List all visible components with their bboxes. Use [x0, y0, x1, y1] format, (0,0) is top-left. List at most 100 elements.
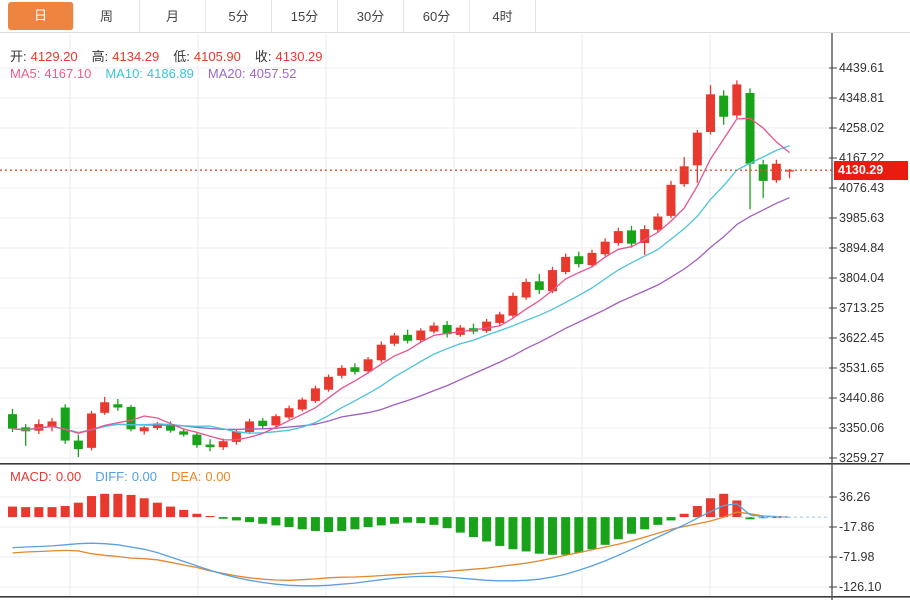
y-axis-label: 4076.43	[839, 181, 884, 195]
macd-bar	[350, 517, 360, 530]
macd-bar	[666, 517, 676, 521]
tab-15min[interactable]: 15分	[272, 0, 338, 32]
candle-body	[179, 431, 189, 435]
candle-body	[495, 314, 505, 323]
candle-body	[284, 408, 294, 418]
macd-bar	[521, 517, 531, 552]
macd-bar	[34, 507, 44, 518]
macd-bar	[363, 517, 373, 528]
candle-body	[100, 402, 110, 413]
tab-60min[interactable]: 60分	[404, 0, 470, 32]
ohlc-info: 开: 4129.20 高: 4134.29 低: 4105.90 收: 4130.29	[10, 46, 327, 65]
macd-bar	[692, 506, 702, 518]
tab-30min[interactable]: 30分	[338, 0, 404, 32]
low-value: 4105.90	[193, 49, 241, 64]
candle-body	[139, 427, 149, 432]
candle-body	[271, 416, 281, 426]
close-value: 4130.29	[275, 49, 323, 64]
macd-bar	[587, 517, 597, 550]
ma10-value: 4186.89	[146, 66, 194, 81]
candle-body	[192, 434, 202, 446]
macd-bar	[113, 493, 123, 518]
tab-week[interactable]: 周	[74, 0, 140, 32]
macd-bar	[284, 517, 294, 528]
candle-body	[758, 164, 768, 181]
candle-body	[231, 431, 241, 442]
y-axis-label: -126.10	[839, 580, 881, 594]
ma20-label: MA20:	[207, 66, 246, 81]
macd-bar	[468, 517, 478, 538]
candle-body	[429, 325, 439, 332]
ma5-line	[12, 117, 790, 441]
candle-body	[363, 359, 373, 372]
candle-body	[442, 324, 452, 335]
high-value: 4134.29	[112, 49, 160, 64]
macd-bar	[429, 517, 439, 525]
candle-body	[613, 231, 623, 243]
bottom-border	[0, 596, 910, 598]
macd-bar	[231, 517, 241, 521]
y-axis-label: -17.86	[839, 520, 874, 534]
candle-body	[771, 163, 781, 181]
macd-bar	[508, 517, 518, 550]
y-axis-label: 3622.45	[839, 331, 884, 345]
macd-bar	[442, 517, 452, 529]
candle-body	[679, 166, 689, 185]
macd-bar	[495, 517, 505, 546]
ma5-value: 4167.10	[44, 66, 92, 81]
open-value: 4129.20	[30, 49, 78, 64]
macd-bar	[152, 502, 162, 518]
tab-day[interactable]: 日	[8, 2, 74, 30]
candle-body	[60, 407, 70, 441]
open-label: 开:	[10, 49, 27, 64]
macd-bar	[534, 517, 544, 554]
macd-bar	[455, 517, 465, 533]
dea-line	[12, 511, 790, 581]
candle-body	[87, 413, 97, 448]
candle-body	[310, 388, 320, 401]
ma10-label: MA10:	[105, 66, 143, 81]
y-axis-label: 3985.63	[839, 211, 884, 225]
candle-body	[47, 421, 57, 428]
y-axis-label: 3259.27	[839, 451, 884, 465]
macd-bar	[706, 498, 716, 518]
tab-4hour[interactable]: 4时	[470, 0, 536, 32]
macd-bar	[205, 515, 215, 518]
candle-body	[482, 321, 492, 331]
candle-body	[732, 84, 742, 116]
candle-body	[785, 170, 795, 172]
candle-body	[337, 367, 347, 376]
candle-body	[152, 423, 162, 429]
tab-month[interactable]: 月	[140, 0, 206, 32]
macd-bar	[337, 517, 347, 531]
macd-bar	[297, 517, 307, 530]
candle-body	[666, 184, 676, 216]
macd-bar	[179, 509, 189, 518]
candle-body	[561, 256, 571, 273]
candle-body	[745, 92, 755, 164]
candle-body	[416, 330, 426, 341]
candle-body	[350, 367, 360, 372]
macd-bar	[626, 517, 636, 534]
candle-body	[205, 444, 215, 448]
candle-body	[8, 414, 17, 429]
candle-body	[508, 295, 518, 316]
candle-body	[113, 404, 123, 408]
candle-body	[626, 230, 636, 244]
y-axis-label: 3804.04	[839, 271, 884, 285]
macd-bar	[732, 500, 742, 518]
macd-bar	[8, 506, 17, 518]
candle-body	[166, 424, 176, 431]
candle-body	[653, 216, 663, 230]
candle-body	[640, 229, 650, 243]
macd-bar	[600, 517, 610, 545]
macd-bar	[192, 513, 202, 518]
macd-indicator-info: MACD: 0.00 DIFF: 0.00 DEA: 0.00	[10, 469, 235, 484]
candle-body	[376, 344, 386, 361]
diff-value: 0.00	[131, 469, 158, 484]
macd-bar	[561, 517, 571, 555]
tab-5min[interactable]: 5分	[206, 0, 272, 32]
candle-body	[600, 241, 610, 255]
macd-bar	[376, 517, 386, 526]
